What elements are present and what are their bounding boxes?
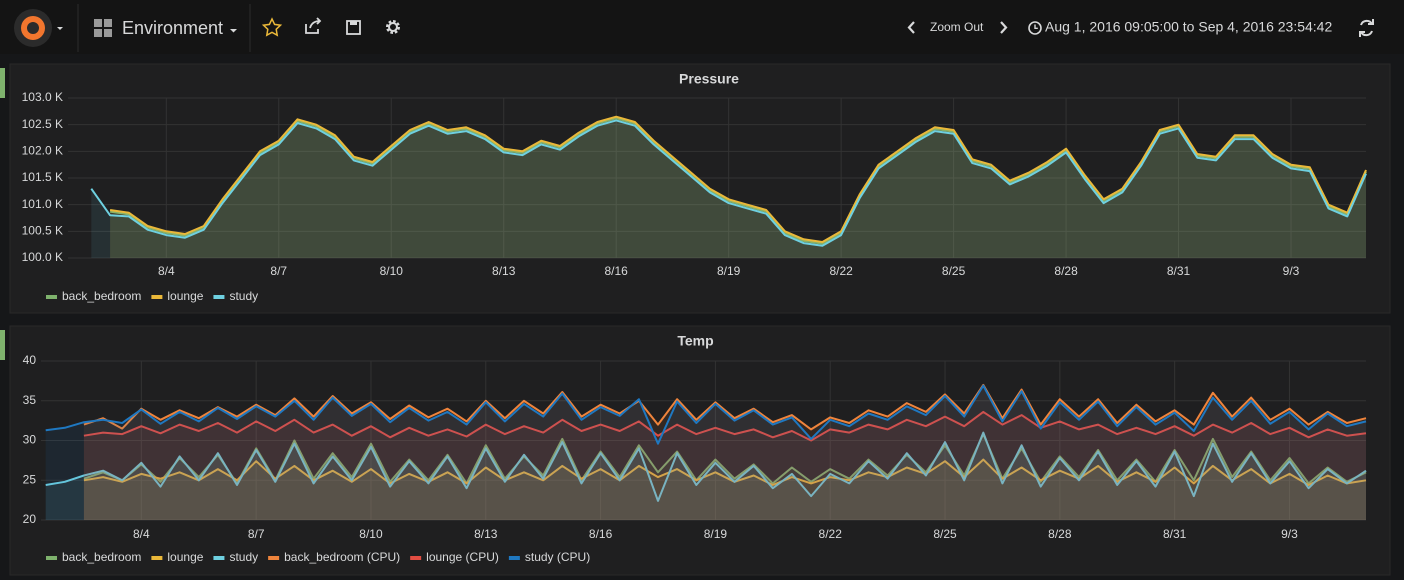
series-area [110, 116, 1367, 258]
legend-label: lounge [167, 550, 203, 564]
series-area [91, 120, 1366, 259]
settings-button[interactable] [386, 20, 400, 34]
series-line [90, 119, 1367, 247]
legend-label: back_bedroom [62, 550, 141, 564]
y-tick-label: 101.0 K [22, 197, 63, 211]
y-tick-label: 100.0 K [22, 250, 63, 264]
series-area [110, 118, 1367, 258]
x-tick-label: 8/13 [474, 527, 498, 541]
y-tick-label: 102.5 K [22, 117, 63, 131]
x-tick-label: 9/3 [1281, 527, 1298, 541]
y-tick-label: 100.5 K [22, 224, 63, 238]
star-button[interactable] [261, 17, 283, 37]
legend-label: study [229, 289, 258, 303]
shift-forward-button[interactable] [1000, 21, 1008, 34]
grafana-logo[interactable] [14, 9, 63, 47]
shift-back-button[interactable] [907, 21, 915, 34]
dashboard-title: Environment [122, 18, 223, 38]
y-tick-label: 102.0 K [22, 144, 63, 158]
x-tick-label: 9/3 [1283, 264, 1300, 278]
series-area [83, 459, 1366, 520]
y-tick-label: 30 [23, 433, 37, 447]
legend-label: study [229, 550, 258, 564]
share-button[interactable] [305, 17, 322, 34]
legend-label: back_bedroom (CPU) [284, 550, 400, 564]
legend-item[interactable]: back_bedroom [46, 289, 141, 303]
legend-item[interactable]: study [213, 289, 258, 303]
series-line [83, 433, 1367, 485]
x-tick-label: 8/4 [133, 527, 150, 541]
series-area [83, 411, 1366, 520]
series-area [45, 385, 1367, 520]
x-tick-label: 8/16 [589, 527, 613, 541]
series-area [45, 432, 1367, 520]
x-tick-label: 8/28 [1048, 527, 1072, 541]
y-tick-label: 103.0 K [22, 90, 63, 104]
save-button[interactable] [346, 20, 361, 35]
time-range[interactable]: Aug 1, 2016 09:05:00 to Sep 4, 2016 23:5… [1045, 19, 1332, 35]
x-tick-label: 8/31 [1167, 264, 1191, 278]
x-tick-label: 8/25 [933, 527, 957, 541]
x-tick-label: 8/31 [1163, 527, 1187, 541]
legend-item[interactable]: lounge (CPU) [410, 550, 499, 564]
series-line [45, 384, 1367, 445]
series-line [83, 383, 1367, 431]
legend-label: back_bedroom [62, 289, 141, 303]
x-tick-label: 8/28 [1054, 264, 1078, 278]
legend-label: lounge [167, 289, 203, 303]
panel [9, 63, 1391, 314]
series-line [45, 431, 1367, 502]
dashboard-picker[interactable]: Environment [94, 18, 237, 38]
x-tick-label: 8/16 [605, 264, 629, 278]
x-tick-label: 8/22 [829, 264, 853, 278]
series-line [83, 410, 1367, 442]
x-tick-label: 8/10 [359, 527, 383, 541]
x-tick-label: 8/13 [492, 264, 516, 278]
x-tick-label: 8/4 [158, 264, 175, 278]
panel-title: Temp [677, 333, 713, 349]
y-tick-label: 35 [23, 393, 37, 407]
y-tick-label: 25 [23, 472, 37, 486]
x-tick-label: 8/25 [942, 264, 966, 278]
x-tick-label: 8/22 [819, 527, 843, 541]
legend-item[interactable]: study [213, 550, 258, 564]
navbar [0, 0, 1404, 54]
y-tick-label: 40 [23, 353, 37, 367]
row-marker [0, 68, 5, 98]
legend-label: lounge (CPU) [426, 550, 499, 564]
x-tick-label: 8/7 [248, 527, 265, 541]
y-tick-label: 101.5 K [22, 170, 63, 184]
legend-item[interactable]: lounge [151, 289, 204, 303]
zoom-out-button[interactable]: Zoom Out [930, 20, 984, 34]
x-tick-label: 8/7 [270, 264, 287, 278]
row-marker [0, 330, 5, 360]
legend-item[interactable]: lounge [151, 550, 204, 564]
series-line [83, 458, 1367, 486]
panel-title: Pressure [679, 71, 739, 87]
legend-item[interactable]: back_bedroom [46, 550, 141, 564]
x-tick-label: 8/19 [704, 527, 728, 541]
legend-item[interactable]: back_bedroom (CPU) [268, 550, 400, 564]
legend-label: study (CPU) [525, 550, 590, 564]
x-tick-label: 8/19 [717, 264, 741, 278]
series-line [109, 115, 1367, 243]
x-tick-label: 8/10 [380, 264, 404, 278]
refresh-button[interactable] [1359, 19, 1374, 37]
legend-item[interactable]: study (CPU) [508, 550, 590, 564]
panel [9, 325, 1391, 576]
y-tick-label: 20 [23, 512, 37, 526]
clock-icon [1028, 21, 1042, 35]
